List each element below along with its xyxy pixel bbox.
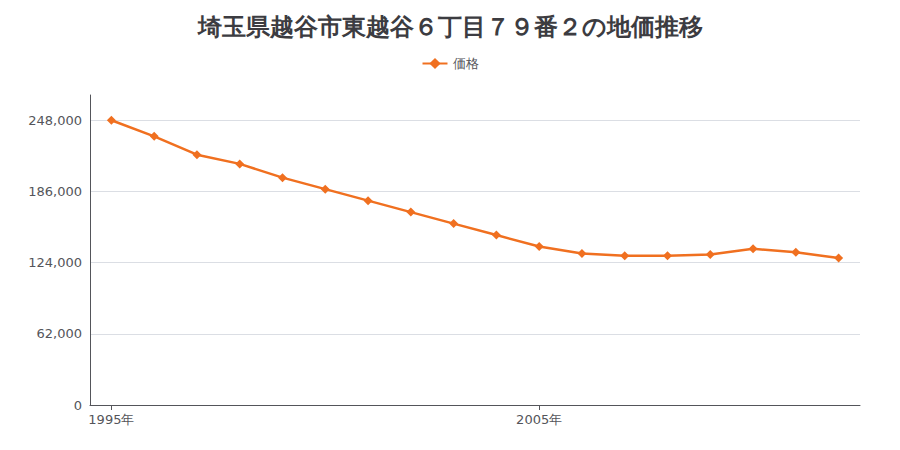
svg-text:0: 0 <box>74 398 82 413</box>
svg-text:価格: 価格 <box>453 56 479 71</box>
svg-text:248,000: 248,000 <box>28 113 82 128</box>
svg-text:62,000: 62,000 <box>37 326 83 341</box>
svg-text:1995年: 1995年 <box>88 412 134 427</box>
svg-text:124,000: 124,000 <box>28 255 82 270</box>
svg-text:186,000: 186,000 <box>28 184 82 199</box>
svg-text:2005年: 2005年 <box>516 412 562 427</box>
svg-text:埼玉県越谷市東越谷６丁目７９番２の地価推移: 埼玉県越谷市東越谷６丁目７９番２の地価推移 <box>197 13 703 41</box>
